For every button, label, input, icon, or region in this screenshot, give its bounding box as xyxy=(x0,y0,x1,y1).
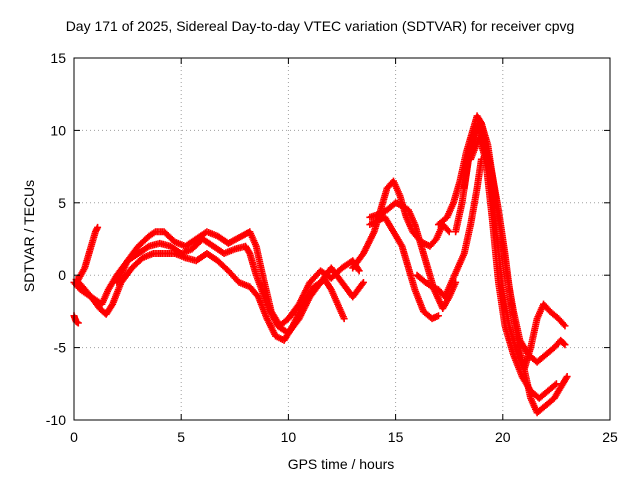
data-point-marker xyxy=(359,278,367,286)
data-point-marker xyxy=(561,341,569,349)
data-point-marker xyxy=(355,267,363,275)
y-tick-label: -5 xyxy=(54,340,67,356)
x-tick-label: 15 xyxy=(388,429,404,445)
data-point-marker xyxy=(245,248,253,256)
axis-ticks: 0 5 10 15 20 25 -10 -5 0 5 10 15 xyxy=(46,50,618,445)
y-tick-label: 10 xyxy=(50,122,66,138)
data-point-marker xyxy=(358,280,366,288)
data-point-marker xyxy=(551,381,559,389)
series-track-3 xyxy=(74,223,102,284)
data-point-marker xyxy=(434,312,442,320)
y-tick-label: 0 xyxy=(58,267,66,283)
data-point-marker xyxy=(74,319,82,327)
data-point-marker xyxy=(552,380,560,388)
x-tick-label: 10 xyxy=(281,429,297,445)
series-track-13 xyxy=(70,312,82,327)
data-point-marker xyxy=(445,228,453,236)
plot-frame xyxy=(73,57,611,421)
data-point-marker xyxy=(562,374,570,382)
series-track-8 xyxy=(413,155,485,301)
data-point-marker xyxy=(563,373,571,381)
x-axis-label: GPS time / hours xyxy=(287,456,395,472)
data-point-marker xyxy=(144,243,152,251)
data-point-marker xyxy=(560,340,568,348)
x-tick-label: 25 xyxy=(602,429,618,445)
chart-title: Day 171 of 2025, Sidereal Day-to-day VTE… xyxy=(65,18,575,34)
data-point-marker xyxy=(444,226,452,234)
series-track-4 xyxy=(113,228,363,330)
data-point-marker xyxy=(561,322,569,330)
data-point-marker xyxy=(354,265,362,273)
y-tick-label: -10 xyxy=(46,412,66,428)
grid-lines xyxy=(74,58,610,420)
series-track-1 xyxy=(70,235,367,337)
series-track-11 xyxy=(460,122,569,373)
data-point-marker xyxy=(94,223,102,231)
y-tick-label: 15 xyxy=(50,50,66,66)
series-track-7 xyxy=(366,213,442,323)
x-tick-label: 20 xyxy=(495,429,511,445)
y-tick-label: 5 xyxy=(58,195,66,211)
y-axis-label: SDTVAR / TECUs xyxy=(21,179,37,293)
x-tick-label: 0 xyxy=(70,429,78,445)
data-point-marker xyxy=(340,315,348,323)
data-point-marker xyxy=(560,320,568,328)
data-points xyxy=(70,112,571,417)
series-track-2 xyxy=(72,249,348,344)
series-track-12 xyxy=(467,134,560,402)
x-tick-label: 5 xyxy=(177,429,185,445)
